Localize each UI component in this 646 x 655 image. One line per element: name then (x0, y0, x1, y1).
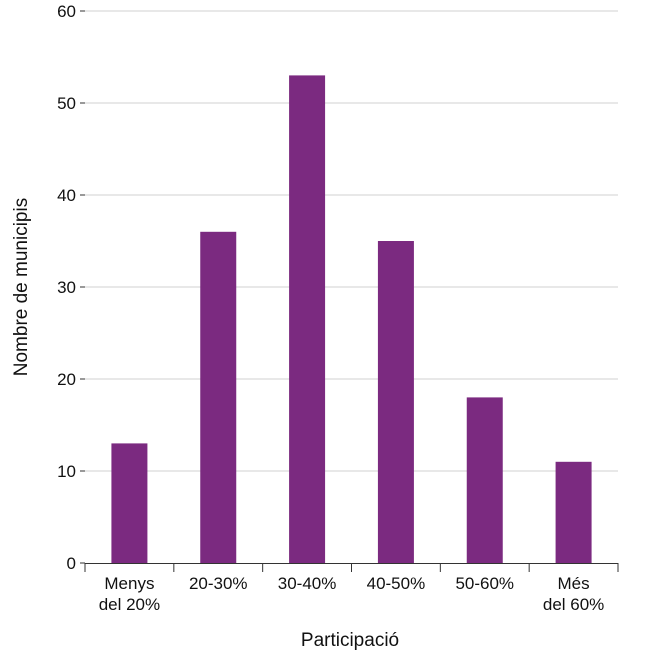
x-tick-labels: Menys del 20% 20-30% 30-40% 40-50% 50-60% Més d… (99, 574, 605, 614)
y-tick-label-10: 10 (57, 462, 76, 481)
bar-3 (377, 241, 414, 563)
x-tick-label-5: Més del 60% (543, 574, 604, 614)
bar-2 (289, 75, 326, 564)
bar-0 (111, 443, 148, 563)
bars (111, 75, 592, 564)
bar-1 (200, 231, 237, 564)
y-tick-label-50: 50 (57, 94, 76, 113)
y-tick-label-40: 40 (57, 186, 76, 205)
y-tick-label-20: 20 (57, 370, 76, 389)
axes (80, 10, 619, 572)
x-axis-title: Participació (301, 630, 399, 651)
x-tick-label-3: 40-50% (367, 574, 426, 593)
y-tick-label-60: 60 (57, 2, 76, 21)
x-tick-label-2: 30-40% (278, 574, 337, 593)
x-tick-label-1: 20-30% (189, 574, 248, 593)
x-tick-label-0: Menys del 20% (99, 574, 160, 614)
y-tick-label-0: 0 (67, 554, 76, 573)
x-tick-label-4: 50-60% (455, 574, 514, 593)
bar-4 (466, 397, 503, 563)
y-axis-title: Nombre de municipis (11, 198, 32, 376)
y-tick-label-30: 30 (57, 278, 76, 297)
y-tick-labels: 0 10 20 30 40 50 60 (57, 2, 76, 573)
gridlines (85, 10, 618, 472)
bar-5 (555, 461, 592, 563)
